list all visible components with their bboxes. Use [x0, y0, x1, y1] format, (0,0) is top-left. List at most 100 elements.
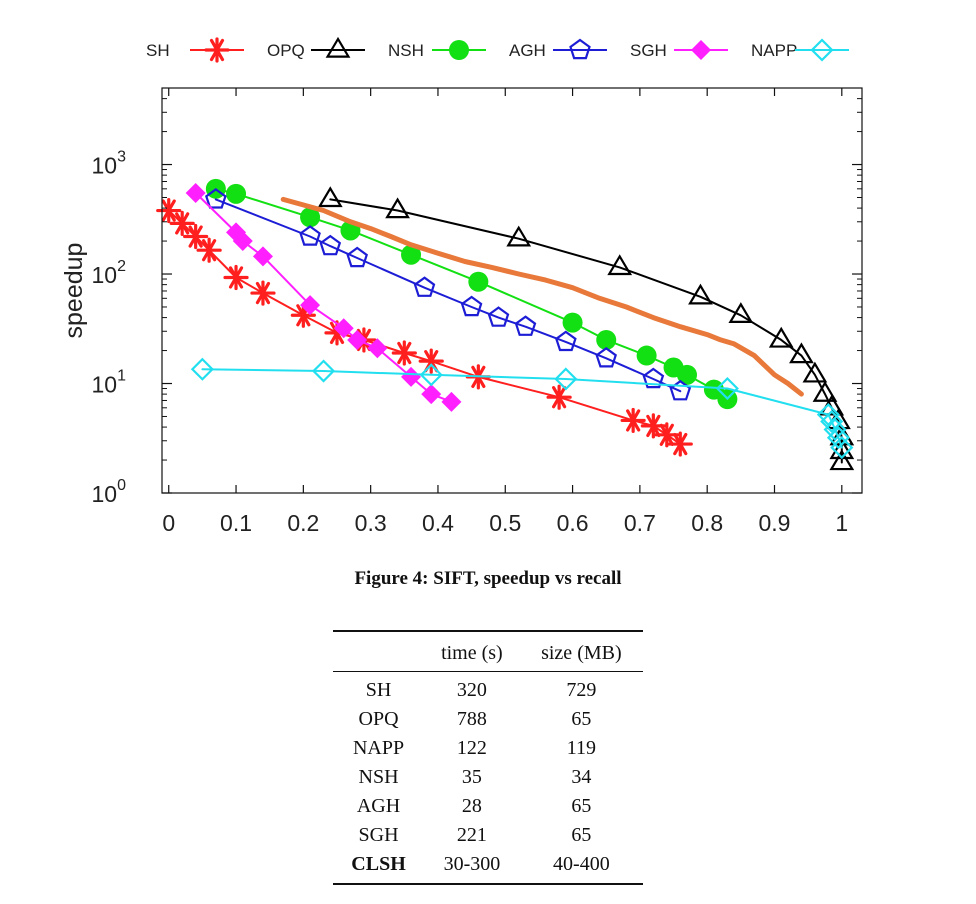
- data-point: [688, 283, 713, 305]
- table-row: OPQ 788 65: [333, 705, 643, 734]
- data-point: [250, 280, 276, 306]
- data-point: [346, 246, 368, 268]
- data-point: [715, 376, 739, 401]
- legend-marker: [810, 38, 834, 62]
- data-point: [607, 254, 633, 276]
- table-cell: 729: [566, 679, 597, 701]
- data-point: [830, 436, 854, 460]
- legend-label: NAPP: [751, 41, 797, 60]
- table-cell: SH: [365, 679, 392, 701]
- data-point: [223, 264, 249, 291]
- series-nsh: [205, 178, 738, 410]
- data-point: [419, 363, 443, 387]
- data-point: [418, 348, 444, 374]
- y-tick-label: 103: [92, 149, 127, 179]
- table-header-row: time (s) size (MB): [333, 631, 643, 672]
- table-row: SGH 221 65: [333, 821, 643, 850]
- data-point: [506, 225, 532, 247]
- legend-marker: [691, 40, 711, 60]
- data-point: [562, 312, 583, 333]
- table-cell: OPQ: [358, 708, 399, 730]
- data-point: [252, 246, 273, 267]
- data-point: [596, 329, 617, 350]
- y-tick-exponent: 2: [117, 258, 126, 275]
- legend-marker: [569, 38, 591, 60]
- legend-marker: [325, 36, 351, 58]
- data-point: [802, 361, 828, 383]
- series-sgh: [185, 182, 462, 412]
- table-cell: 35: [461, 766, 482, 788]
- y-tick-base: 10: [92, 153, 118, 179]
- data-point: [183, 223, 209, 250]
- data-point: [185, 182, 206, 203]
- legend-item-napp: NAPP: [751, 38, 849, 62]
- data-point: [319, 234, 342, 256]
- data-point: [829, 449, 855, 471]
- data-point: [460, 295, 483, 317]
- data-point: [300, 207, 321, 228]
- data-point: [820, 409, 844, 434]
- data-point: [595, 346, 617, 368]
- x-tick-label: 0.8: [691, 510, 723, 536]
- data-point: [367, 338, 388, 359]
- data-point: [816, 403, 840, 427]
- y-axis-label: speedup: [60, 243, 88, 339]
- table-header-cell: [333, 631, 424, 672]
- table-cell: 122: [456, 737, 487, 759]
- table-cell: 320: [456, 679, 487, 701]
- legend-label: OPQ: [267, 41, 305, 60]
- table-cell: 119: [566, 737, 596, 759]
- plot-frame: [161, 87, 863, 494]
- data-point: [789, 342, 814, 364]
- data-point: [385, 197, 410, 219]
- legend-marker: [204, 37, 230, 63]
- data-point: [421, 384, 442, 405]
- legend-marker: [449, 40, 469, 60]
- table-row: SH 320 729: [333, 672, 643, 706]
- x-tick-label: 0.1: [220, 510, 252, 536]
- data-point: [546, 384, 572, 410]
- table-cell: AGH: [356, 795, 401, 817]
- table-row: NAPP 122 119: [333, 734, 643, 763]
- legend-item-agh: AGH: [509, 38, 607, 60]
- legend-label: AGH: [509, 41, 546, 60]
- data-point: [823, 417, 847, 442]
- legend-item-sgh: SGH: [630, 40, 728, 60]
- plot-area: [156, 178, 855, 471]
- x-tick-label: 0.2: [287, 510, 319, 536]
- axes: 0 0.1 0.2 0.3 0.4 0.5 0.6 0.7 0.8 0.9 110010110210…: [60, 87, 863, 536]
- x-tick-label: 0: [162, 510, 175, 536]
- x-tick-label: 1: [835, 510, 848, 536]
- data-point: [205, 188, 227, 209]
- data-point: [768, 326, 794, 348]
- data-point: [555, 330, 577, 352]
- data-point: [636, 345, 657, 366]
- table-cell: 30-300: [443, 853, 501, 875]
- data-point: [413, 276, 436, 297]
- data-point: [169, 210, 195, 236]
- legend-label: SH: [146, 41, 170, 60]
- table-cell: NSH: [358, 766, 399, 788]
- speedup-vs-recall-chart: SH OPQ NSH AGH SGH NAPP 0 0.1 0.2 0.3 0.4 0.5 0.6 0.…: [60, 36, 863, 536]
- table-cell: 34: [571, 766, 592, 788]
- data-point: [317, 186, 343, 208]
- data-point: [667, 431, 693, 457]
- y-tick-base: 10: [92, 481, 118, 507]
- y-tick-exponent: 0: [117, 477, 126, 494]
- table-cell: 65: [571, 708, 592, 730]
- table-row: NSH 35 34: [333, 763, 643, 792]
- y-tick-label: 102: [92, 258, 127, 288]
- y-tick-label: 101: [92, 368, 127, 398]
- figure-caption: Figure 4: SIFT, speedup vs recall: [354, 568, 622, 589]
- x-tick-label: 0.5: [489, 510, 521, 536]
- table-cell: 65: [571, 824, 592, 846]
- data-point: [347, 329, 368, 350]
- table-header-cell: time (s): [441, 642, 503, 664]
- data-point: [554, 367, 578, 391]
- legend-item-nsh: NSH: [388, 40, 486, 60]
- data-point: [441, 391, 462, 412]
- y-tick-base: 10: [92, 372, 118, 398]
- data-point: [826, 426, 850, 450]
- data-point: [642, 367, 665, 389]
- x-tick-label: 0.9: [759, 510, 791, 536]
